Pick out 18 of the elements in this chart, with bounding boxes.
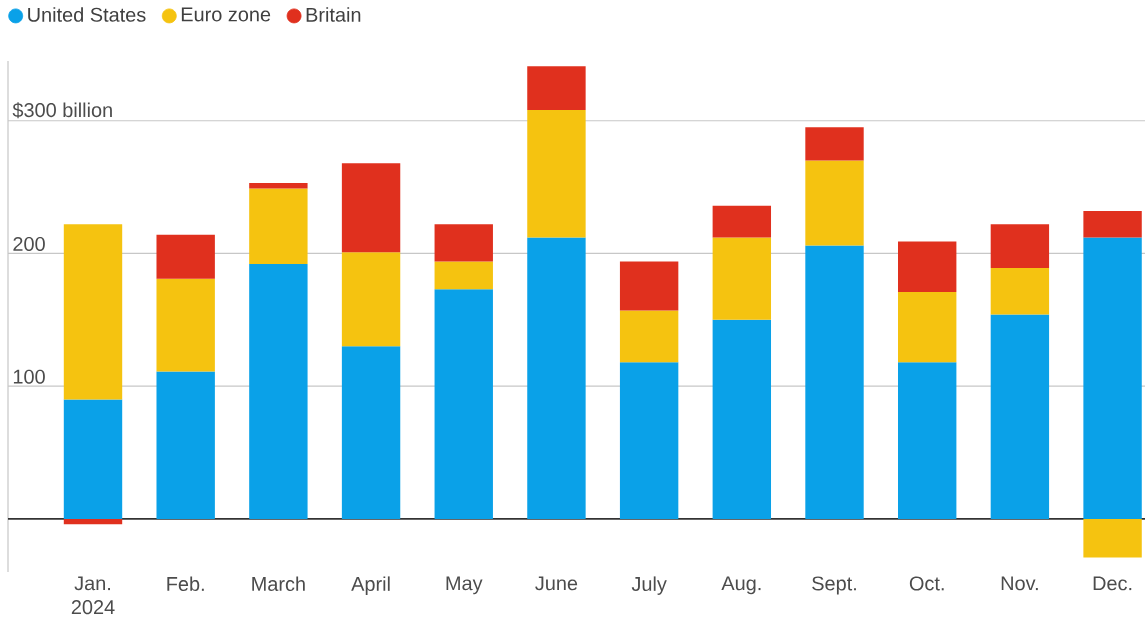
- x-tick-label: July: [631, 576, 667, 595]
- legend-label: Euro zone: [181, 7, 271, 22]
- x-tick-label: Nov.: [1001, 576, 1038, 591]
- x-tick-label: May: [446, 576, 483, 595]
- legend-label: Britain: [306, 7, 361, 22]
- y-tick-label: $300 billion: [12, 102, 112, 119]
- x-tick-label: Dec.: [1093, 576, 1132, 591]
- x-tick-label: March: [252, 576, 305, 592]
- y-tick-label: 200: [13, 236, 45, 252]
- x-tick-label: Aug.: [721, 576, 761, 595]
- y-tick-label: 100: [13, 369, 45, 384]
- x-tick-label: Sept.: [812, 576, 856, 595]
- x-tick-label: June: [535, 576, 578, 591]
- x-tick-label: April: [351, 576, 390, 595]
- x-tick-label: Oct.: [909, 576, 944, 591]
- x-tick-label: Feb.: [167, 576, 204, 592]
- x-tick-label: Jan. 2024: [71, 576, 115, 615]
- legend-label: United States: [28, 7, 146, 22]
